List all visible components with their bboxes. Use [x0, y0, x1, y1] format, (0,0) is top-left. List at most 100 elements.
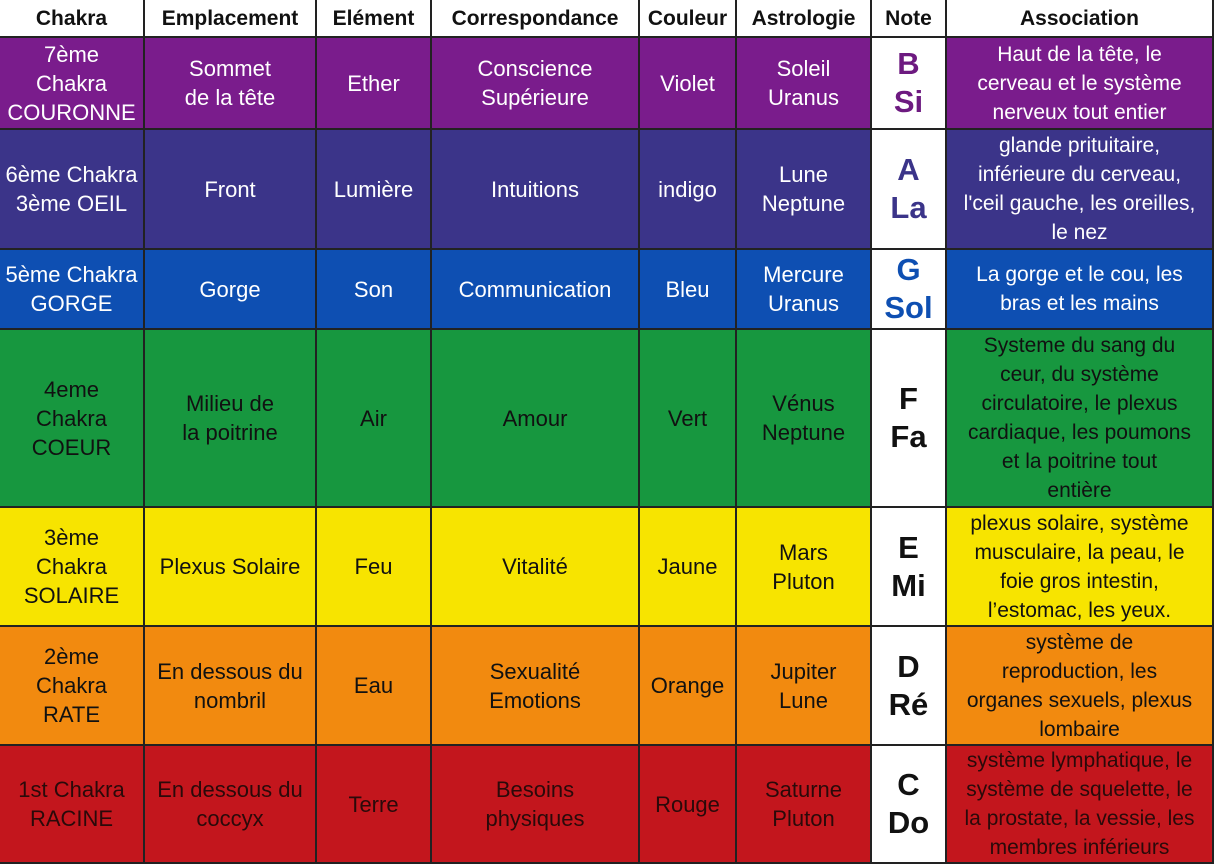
cell-line: Violet	[660, 70, 715, 96]
header-cell: Correspondance	[432, 0, 640, 38]
cell-line: Haut de la tête, le	[997, 42, 1162, 66]
element-cell: Feu	[317, 508, 432, 627]
cell-line: coccyx	[196, 806, 264, 831]
cell-line: SOLAIRE	[23, 583, 120, 608]
cell-line: circulatoire, le plexus	[981, 392, 1178, 415]
color-cell: Vert	[640, 330, 737, 508]
astrology-cell: Saturne Pluton	[737, 746, 872, 864]
cell-line: reproduction, les	[1001, 659, 1158, 683]
cell-line: Lune	[779, 162, 828, 187]
cell-line: G	[896, 252, 921, 287]
correspondence-cell: Sexualité Emotions	[432, 627, 640, 746]
note-cell: C Do	[872, 746, 947, 864]
chakra-cell: 7ème Chakra COURONNE	[0, 38, 145, 130]
location-cell: Front	[145, 130, 317, 250]
cell-line: Rouge	[655, 791, 720, 817]
cell-line: Milieu de	[185, 391, 275, 416]
cell-line: 5ème Chakra	[5, 262, 138, 287]
cell-line: de la tête	[184, 85, 276, 110]
astrology-cell: Mars Pluton	[737, 508, 872, 627]
cell-line: l’estomac, les yeux.	[987, 598, 1172, 622]
cell-line: 1st Chakra	[18, 777, 125, 802]
cell-line: 6ème Chakra	[5, 162, 138, 187]
cell-line: Ré	[888, 686, 929, 722]
cell-line: Pluton	[772, 806, 835, 831]
cell-line: entière	[1047, 479, 1112, 502]
cell-line: Mi	[891, 567, 926, 603]
cell-line: GORGE	[30, 291, 113, 316]
cell-line: Sommet	[189, 56, 271, 81]
cell-line: 2ème	[43, 644, 100, 669]
color-cell: Orange	[640, 627, 737, 746]
chakra-cell: 1st Chakra RACINE	[0, 746, 145, 864]
cell-line: E	[898, 529, 919, 565]
cell-line: Sol	[884, 290, 933, 325]
association-cell: système lymphatique, le système de squele…	[947, 746, 1214, 864]
cell-line: En dessous du	[157, 658, 303, 684]
cell-line: Sexualité	[489, 658, 581, 684]
element-cell: Terre	[317, 746, 432, 864]
astrology-cell: Soleil Uranus	[737, 38, 872, 130]
cell-line: Si	[893, 84, 924, 119]
cell-line: Chakra	[36, 673, 107, 698]
correspondence-cell: Intuitions	[432, 130, 640, 250]
cell-line: Orange	[650, 673, 725, 698]
cell-line: glande prituitaire,	[998, 134, 1161, 157]
cell-line: foie gros intestin,	[1000, 569, 1159, 593]
color-cell: Jaune	[640, 508, 737, 627]
cell-line: Fa	[890, 419, 927, 454]
cell-line: Do	[887, 805, 930, 840]
header-cell: Couleur	[640, 0, 737, 38]
element-cell: Eau	[317, 627, 432, 746]
association-cell: Systeme du sang du ceur, du système circul…	[947, 330, 1214, 508]
cell-line: physiques	[485, 806, 585, 831]
cell-line: Uranus	[768, 291, 839, 316]
cell-line: Terre	[348, 791, 399, 817]
location-cell: Milieu de la poitrine	[145, 330, 317, 508]
note-cell: D Ré	[872, 627, 947, 746]
cell-line: Neptune	[761, 420, 846, 445]
cell-line: D	[897, 648, 920, 684]
cell-line: 3ème OEIL	[15, 191, 128, 216]
cell-line: 7ème	[43, 41, 100, 67]
cell-line: COEUR	[31, 434, 112, 460]
color-cell: Rouge	[640, 746, 737, 864]
cell-line: la prostate, la vessie, les	[964, 807, 1195, 830]
association-cell: plexus solaire, système musculaire, la pe…	[947, 508, 1214, 627]
cell-line: Lumière	[333, 176, 414, 202]
cell-line: membres inférieurs	[989, 836, 1170, 859]
location-cell: En dessous du coccyx	[145, 746, 317, 864]
cell-line: Supérieure	[481, 85, 589, 110]
cell-line: La gorge et le cou, les	[976, 263, 1183, 286]
cell-line: Feu	[354, 554, 393, 579]
cell-line: Jupiter	[770, 658, 837, 684]
location-cell: En dessous du nombril	[145, 627, 317, 746]
association-cell: glande prituitaire, inférieure du cerveau…	[947, 130, 1214, 250]
cell-line: Emotions	[489, 687, 581, 713]
astrology-cell: Jupiter Lune	[737, 627, 872, 746]
cell-line: musculaire, la peau, le	[974, 540, 1185, 564]
chakra-cell: 3ème Chakra SOLAIRE	[0, 508, 145, 627]
cell-line: Gorge	[199, 276, 261, 302]
header-cell: Elément	[317, 0, 432, 38]
correspondence-cell: Besoins physiques	[432, 746, 640, 864]
cell-line: Plexus Solaire	[159, 554, 301, 579]
note-cell: B Si	[872, 38, 947, 130]
cell-line: Lune	[779, 687, 828, 713]
cell-line: lombaire	[1039, 717, 1120, 741]
element-cell: Air	[317, 330, 432, 508]
cell-line: RACINE	[29, 806, 114, 831]
cell-line: Ether	[347, 70, 400, 96]
cell-line: 4eme	[43, 376, 100, 402]
header-cell: Association	[947, 0, 1214, 38]
correspondence-cell: Conscience Supérieure	[432, 38, 640, 130]
note-cell: F Fa	[872, 330, 947, 508]
cell-line: RATE	[42, 702, 101, 727]
element-cell: Son	[317, 250, 432, 330]
correspondence-cell: Amour	[432, 330, 640, 508]
cell-line: COURONNE	[7, 99, 136, 125]
cell-line: F	[899, 381, 918, 416]
cell-line: système de	[1025, 630, 1134, 654]
cell-line: Chakra	[36, 70, 107, 96]
